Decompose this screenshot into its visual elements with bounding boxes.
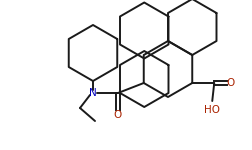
Text: O: O <box>226 78 234 88</box>
Text: O: O <box>114 110 122 120</box>
Text: HO: HO <box>204 105 220 115</box>
Text: N: N <box>89 88 97 98</box>
